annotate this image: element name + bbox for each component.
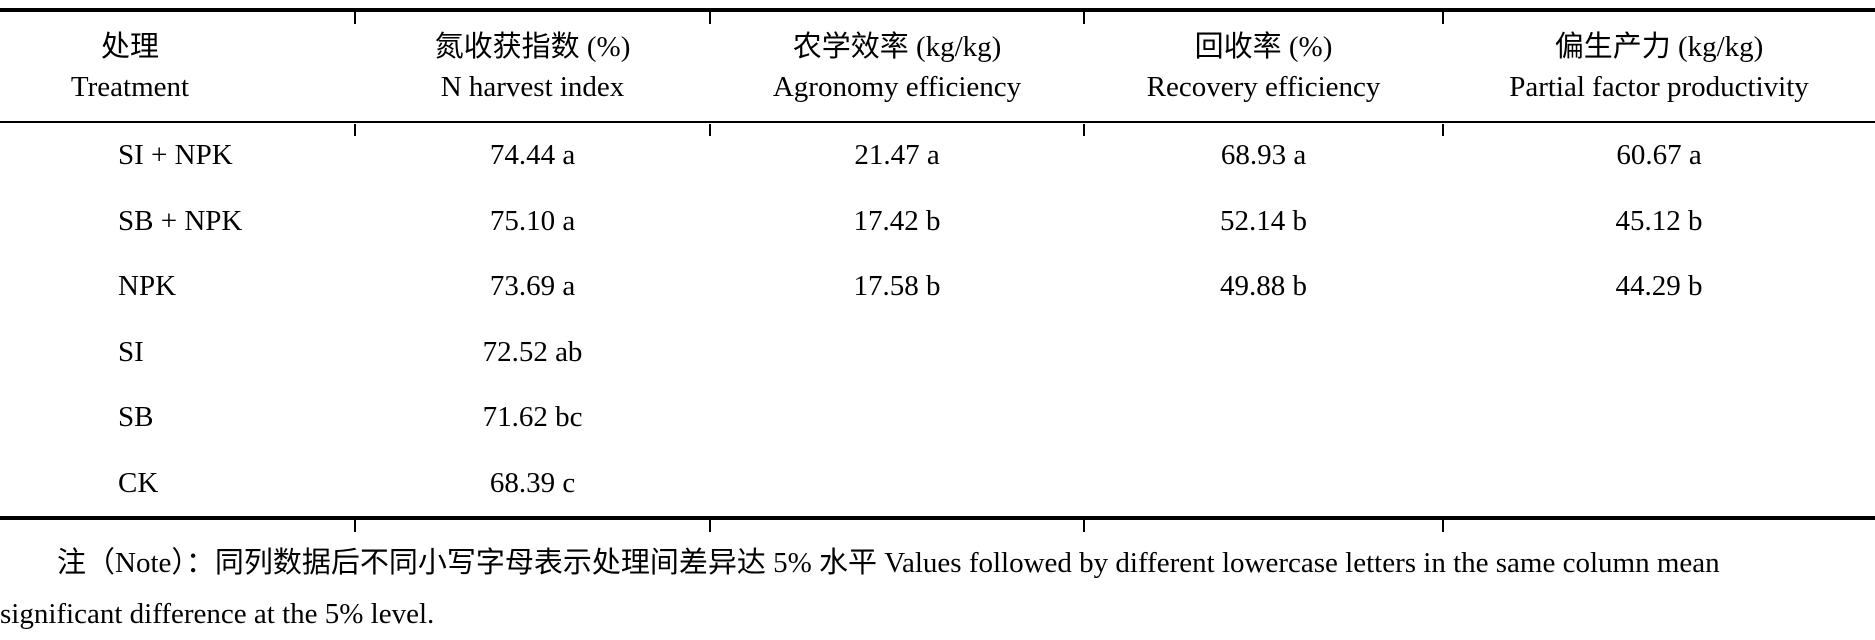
treatment-label: SI <box>118 335 144 368</box>
table-row: SB + NPK 75.10 a 17.42 b 52.14 b 45.12 b <box>0 189 1875 255</box>
n-harvest-index-value: 75.10 a <box>489 204 576 237</box>
col-header-agronomy-efficiency-zh: 农学效率 (kg/kg) <box>792 30 1002 63</box>
n-harvest-index-value: 73.69 a <box>489 270 576 303</box>
table-row: SI + NPK 74.44 a 21.47 a 68.93 a 60.67 a <box>0 123 1875 189</box>
n-harvest-index-value: 74.44 a <box>489 139 576 172</box>
column-divider-tick <box>1083 12 1085 24</box>
column-divider-tick <box>709 520 711 532</box>
col-header-treatment-en: Treatment <box>70 70 190 103</box>
treatment-label: SB <box>118 401 154 434</box>
col-header-recovery-efficiency: 回收率 (%) Recovery efficiency <box>1084 12 1443 121</box>
col-header-n-harvest-index: 氮收获指数 (%) N harvest index <box>355 12 710 121</box>
column-divider-tick <box>354 520 356 532</box>
column-divider-tick <box>1442 12 1444 24</box>
table-row: NPK 73.69 a 17.58 b 49.88 b 44.29 b <box>0 254 1875 320</box>
treatment-label: NPK <box>118 270 177 303</box>
column-divider-tick <box>354 12 356 24</box>
table-row: SB 71.62 bc <box>0 385 1875 451</box>
col-header-agronomy-efficiency-en: Agronomy efficiency <box>772 70 1022 103</box>
table-rule-bottom <box>0 516 1875 520</box>
treatment-label: SB + NPK <box>118 204 243 237</box>
column-divider-tick <box>354 124 356 136</box>
treatment-label: SI + NPK <box>118 139 233 172</box>
col-header-treatment-zh: 处理 <box>100 30 159 63</box>
table-rule-header-bottom <box>0 121 1875 123</box>
table-note: 注（Note）：同列数据后不同小写字母表示处理间差异达 5% 水平 Values… <box>0 538 1875 640</box>
recovery-efficiency-value: 68.93 a <box>1220 139 1307 172</box>
column-divider-tick <box>1442 520 1444 532</box>
column-divider-tick <box>1442 124 1444 136</box>
col-header-n-harvest-index-en: N harvest index <box>440 70 625 103</box>
col-header-recovery-efficiency-zh: 回收率 (%) <box>1194 30 1333 63</box>
recovery-efficiency-value: 52.14 b <box>1220 204 1307 237</box>
n-harvest-index-value: 71.62 bc <box>482 401 583 434</box>
treatment-label: CK <box>118 466 159 499</box>
column-divider-tick <box>709 12 711 24</box>
col-header-partial-factor-productivity: 偏生产力 (kg/kg) Partial factor productivity <box>1443 12 1875 121</box>
partial-factor-productivity-value: 60.67 a <box>1616 139 1702 172</box>
n-harvest-index-value: 72.52 ab <box>482 335 583 368</box>
col-header-partial-factor-productivity-en: Partial factor productivity <box>1509 70 1809 103</box>
table-row: CK 68.39 c <box>0 451 1875 517</box>
column-divider-tick <box>709 124 711 136</box>
agronomy-efficiency-value: 17.42 b <box>853 204 941 237</box>
col-header-treatment: 处理 Treatment <box>0 12 355 121</box>
col-header-recovery-efficiency-en: Recovery efficiency <box>1146 70 1381 103</box>
table-note-line1: 注（Note）：同列数据后不同小写字母表示处理间差异达 5% 水平 Values… <box>57 547 1720 579</box>
agronomy-efficiency-value: 17.58 b <box>853 270 941 303</box>
table-header-row: 处理 Treatment 氮收获指数 (%) N harvest index 农… <box>0 12 1875 121</box>
recovery-efficiency-value: 49.88 b <box>1220 270 1307 303</box>
partial-factor-productivity-value: 44.29 b <box>1615 270 1703 303</box>
partial-factor-productivity-value: 45.12 b <box>1615 204 1703 237</box>
col-header-partial-factor-productivity-zh: 偏生产力 (kg/kg) <box>1554 30 1764 63</box>
table-rule-top <box>0 8 1875 12</box>
table-note-line2: significant difference at the 5% level. <box>0 598 435 630</box>
n-harvest-index-value: 68.39 c <box>489 466 576 499</box>
col-header-agronomy-efficiency: 农学效率 (kg/kg) Agronomy efficiency <box>710 12 1084 121</box>
col-header-n-harvest-index-zh: 氮收获指数 (%) <box>434 30 631 63</box>
results-table: 处理 Treatment 氮收获指数 (%) N harvest index 农… <box>0 8 1875 532</box>
table-row: SI 72.52 ab <box>0 320 1875 386</box>
column-divider-tick <box>1083 520 1085 532</box>
column-divider-tick <box>1083 124 1085 136</box>
agronomy-efficiency-value: 21.47 a <box>854 139 940 172</box>
